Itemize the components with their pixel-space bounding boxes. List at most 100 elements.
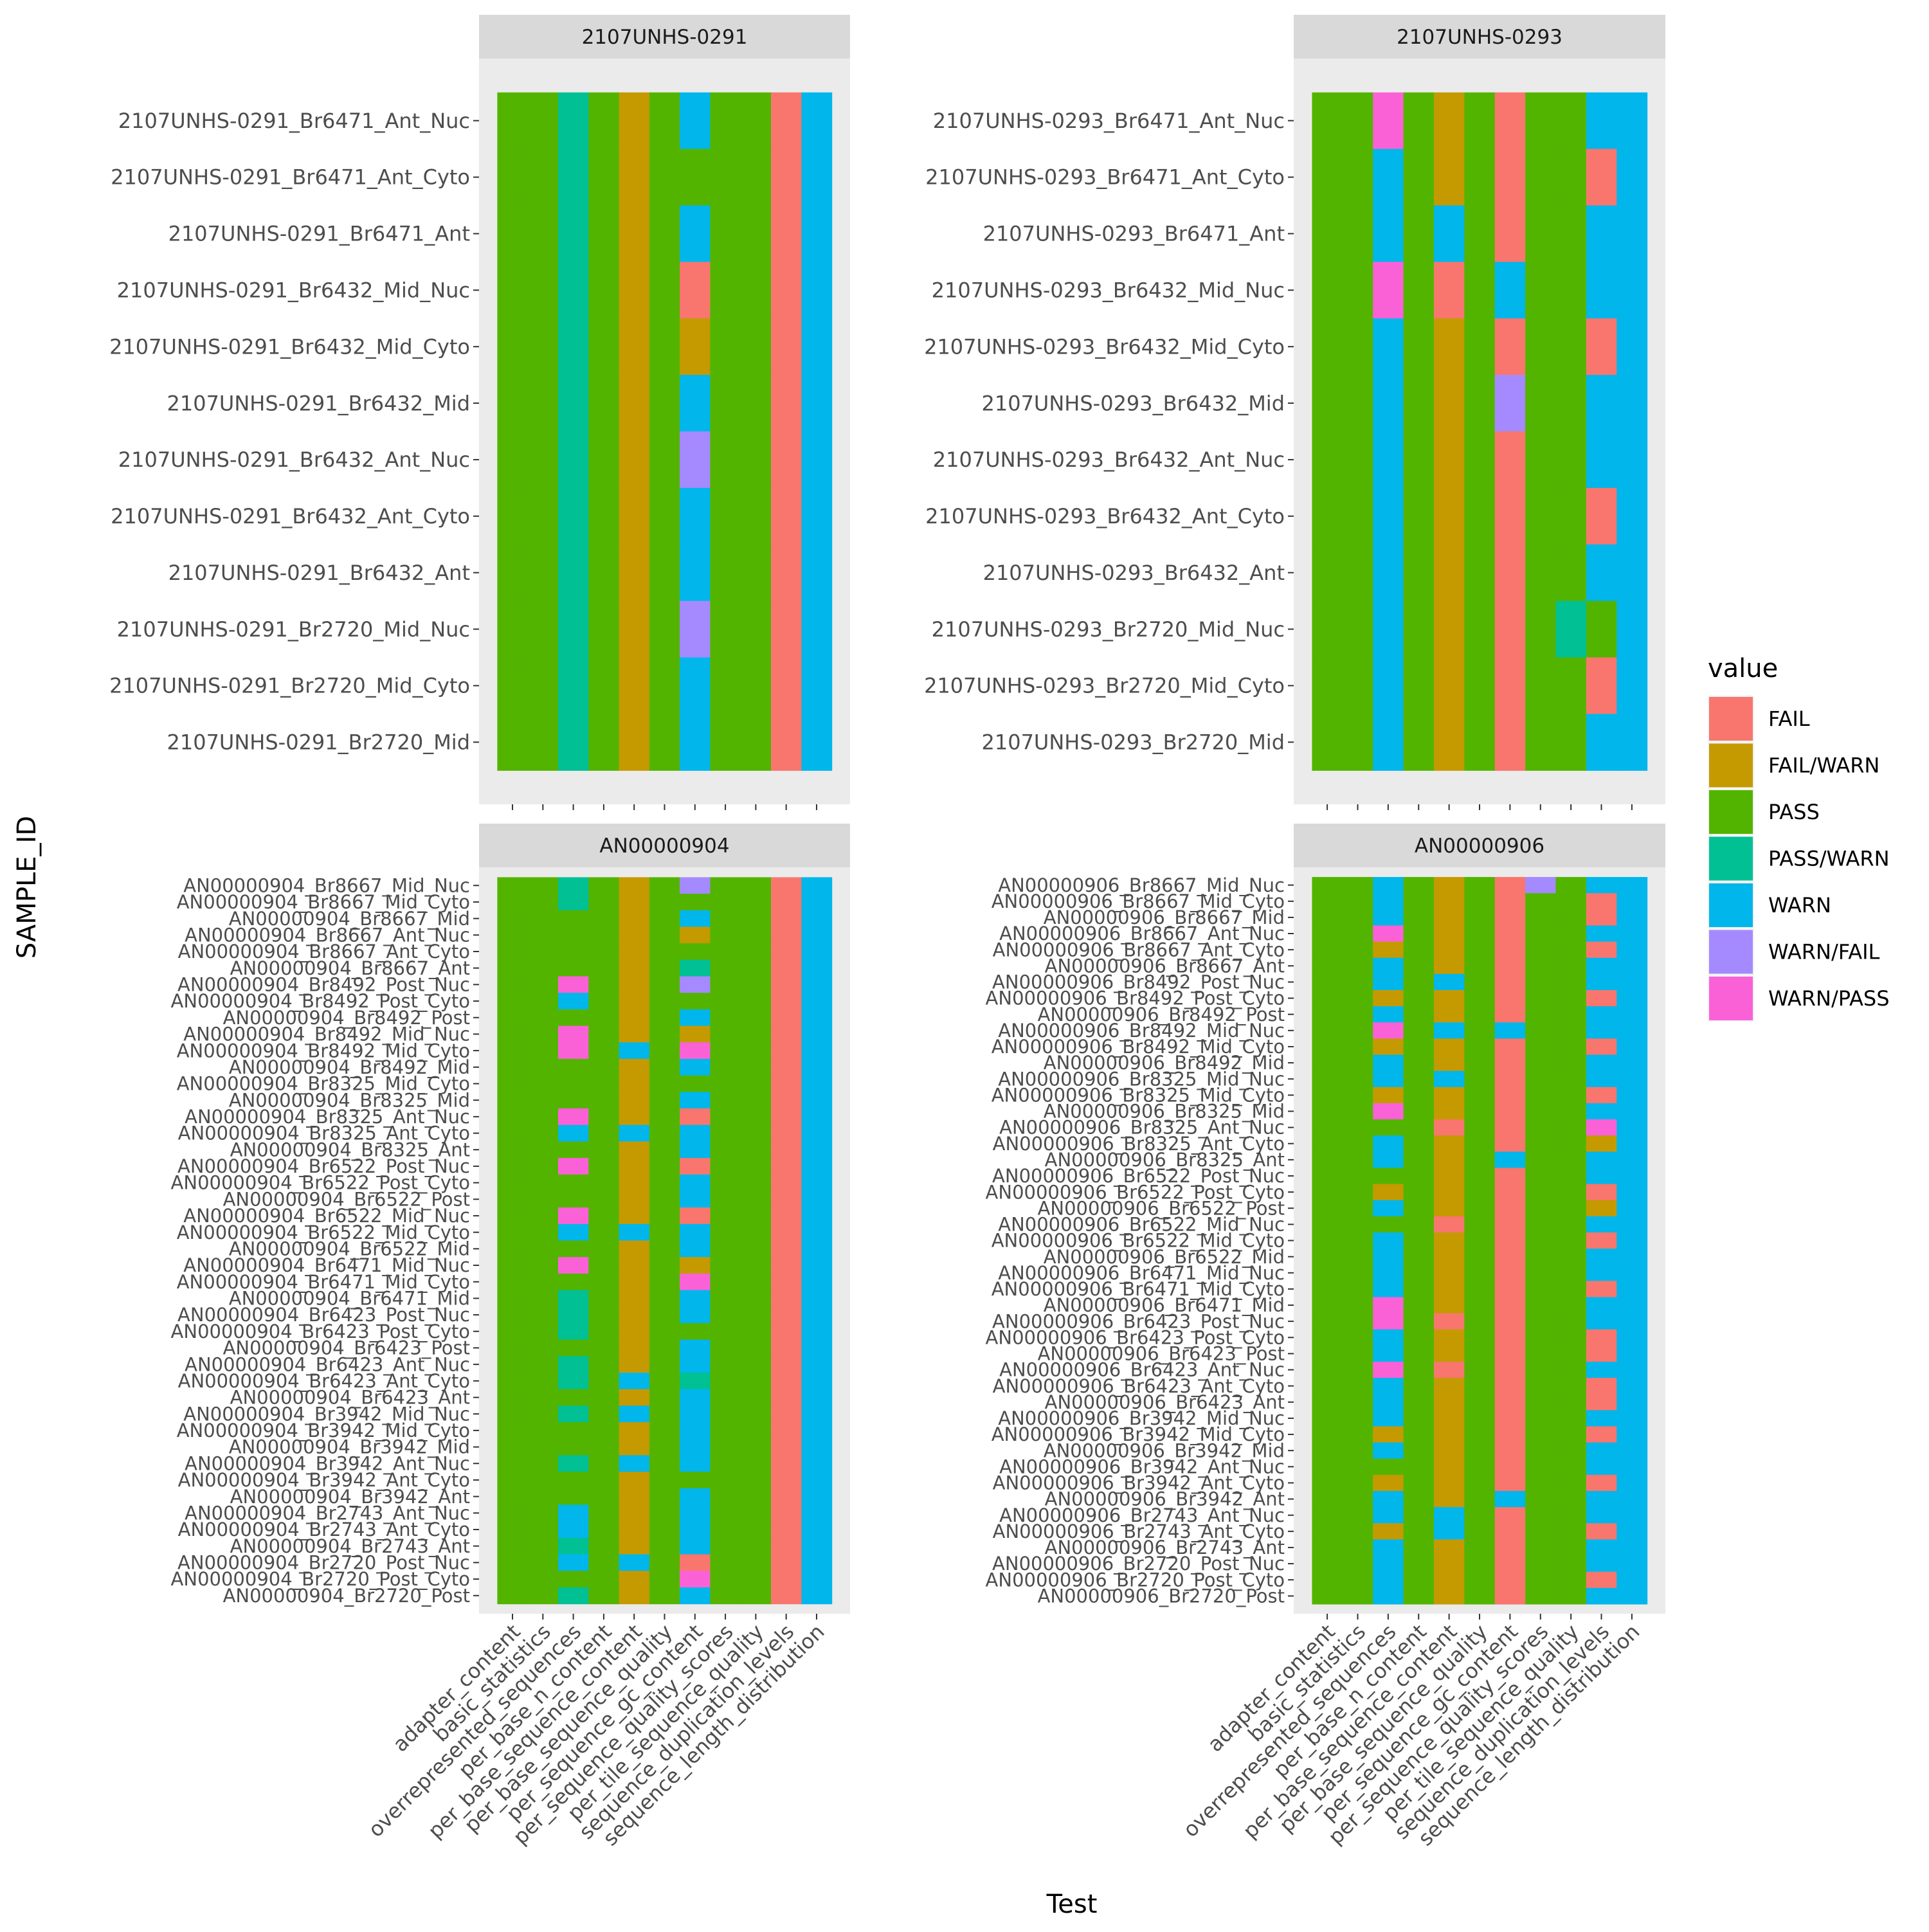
heatmap-cell <box>801 1521 833 1539</box>
heatmap-cell <box>710 976 741 993</box>
heatmap-cell <box>649 149 680 206</box>
heatmap-cell <box>771 544 802 602</box>
heatmap-cell <box>710 375 741 432</box>
heatmap-cell <box>1525 893 1557 910</box>
heatmap-cell <box>1464 1410 1496 1427</box>
heatmap-cell <box>1586 1555 1617 1573</box>
heatmap-cell <box>680 1042 711 1060</box>
heatmap-cell <box>1525 1539 1557 1557</box>
heatmap-cell <box>1525 714 1557 771</box>
facet-strip <box>479 15 850 59</box>
y-tick-label: AN00000904_Br8492_Mid <box>229 1056 470 1078</box>
heatmap-cell <box>619 1389 650 1406</box>
heatmap-cell <box>527 959 559 977</box>
heatmap-cell <box>1555 375 1587 432</box>
heatmap-cell <box>1555 1216 1587 1233</box>
heatmap-cell <box>1617 1361 1648 1378</box>
heatmap-cell <box>1494 1038 1526 1056</box>
heatmap-cell <box>497 149 529 206</box>
heatmap-cell <box>527 1240 559 1258</box>
y-tick-label: AN00000904_Br2720_Post_Nuc <box>177 1552 470 1574</box>
heatmap-cell <box>1312 1571 1343 1589</box>
heatmap-cell <box>801 1025 833 1043</box>
heatmap-cell <box>771 1092 802 1109</box>
heatmap-cell <box>1373 1442 1404 1459</box>
heatmap-cell <box>1433 1587 1465 1605</box>
heatmap-cell <box>1312 318 1343 375</box>
heatmap-cell <box>801 1306 833 1324</box>
heatmap-cell <box>1433 1281 1465 1298</box>
y-tick-label: AN00000904_Br3942_Ant <box>230 1486 470 1508</box>
heatmap-cell <box>1312 1070 1343 1088</box>
heatmap-cell <box>1525 1361 1557 1378</box>
heatmap-cell <box>801 544 833 602</box>
heatmap-cell <box>497 1587 529 1605</box>
facet-strip <box>1294 15 1665 59</box>
heatmap-cell <box>771 92 802 150</box>
heatmap-cell <box>1586 1006 1617 1023</box>
heatmap-cell <box>1373 973 1404 991</box>
heatmap-cell <box>1342 1054 1373 1072</box>
heatmap-cell <box>740 657 772 714</box>
heatmap-cell <box>771 1207 802 1225</box>
heatmap-cell <box>1494 1539 1526 1557</box>
heatmap-cell <box>771 993 802 1010</box>
heatmap-cell <box>1433 1539 1465 1557</box>
heatmap-cell <box>588 657 620 714</box>
heatmap-cell <box>1586 1232 1617 1249</box>
heatmap-cell <box>649 1339 680 1357</box>
heatmap-cell <box>1586 1135 1617 1152</box>
heatmap-cell <box>497 1141 529 1159</box>
heatmap-cell <box>1617 1265 1648 1281</box>
heatmap-cell <box>1586 1361 1617 1378</box>
heatmap-cell <box>1525 1265 1557 1281</box>
heatmap-cell <box>588 1455 620 1472</box>
heatmap-cell <box>1617 925 1648 943</box>
heatmap-cell <box>680 262 711 319</box>
heatmap-cell <box>771 1240 802 1258</box>
heatmap-cell <box>1342 262 1373 319</box>
heatmap-cell <box>1433 893 1465 910</box>
heatmap-cell <box>740 1455 772 1472</box>
heatmap-cell <box>649 1323 680 1341</box>
heatmap-cell <box>1586 1394 1617 1411</box>
y-tick-label: 2107UNHS-0293_Br2720_Mid_Cyto <box>924 674 1285 698</box>
heatmap-cell <box>619 926 650 944</box>
heatmap-cell <box>710 1438 741 1456</box>
heatmap-cell <box>1586 909 1617 926</box>
heatmap-cell <box>588 1587 620 1605</box>
legend-item: WARN <box>1708 882 1831 928</box>
heatmap-cell <box>680 910 711 928</box>
facet-panel: AN00000904AN00000904_Br8667_Mid_NucAN000… <box>171 824 850 1850</box>
heatmap-cell <box>710 1092 741 1109</box>
heatmap-cell <box>1525 989 1557 1007</box>
heatmap-cell <box>497 993 529 1010</box>
heatmap-cell <box>801 1124 833 1142</box>
y-tick-label: 2107UNHS-0291_Br6432_Mid <box>167 391 470 415</box>
heatmap-cell <box>771 1537 802 1555</box>
heatmap-cell <box>1342 1313 1373 1330</box>
heatmap-cell <box>1494 1442 1526 1459</box>
heatmap-cell <box>1312 1426 1343 1443</box>
y-axis-title: SAMPLE_ID <box>12 816 42 959</box>
heatmap-cell <box>1525 1410 1557 1427</box>
heatmap-cell <box>680 714 711 771</box>
heatmap-cell <box>1373 1587 1404 1605</box>
heatmap-cell <box>1373 893 1404 910</box>
heatmap-cell <box>1617 877 1648 894</box>
heatmap-cell <box>740 877 772 894</box>
heatmap-cell <box>1373 1249 1404 1265</box>
heatmap-cell <box>1617 262 1648 319</box>
heatmap-cell <box>801 431 833 489</box>
heatmap-cell <box>619 431 650 489</box>
heatmap-cell <box>680 1571 711 1588</box>
heatmap-cell <box>527 1009 559 1027</box>
y-tick-label: 2107UNHS-0293_Br6432_Ant_Cyto <box>925 504 1285 528</box>
heatmap-cell <box>801 1042 833 1060</box>
heatmap-cell <box>527 1042 559 1060</box>
heatmap-cell <box>680 1257 711 1274</box>
heatmap-cell <box>1555 1394 1587 1411</box>
heatmap-cell <box>680 1009 711 1027</box>
heatmap-cell <box>1373 1119 1404 1136</box>
